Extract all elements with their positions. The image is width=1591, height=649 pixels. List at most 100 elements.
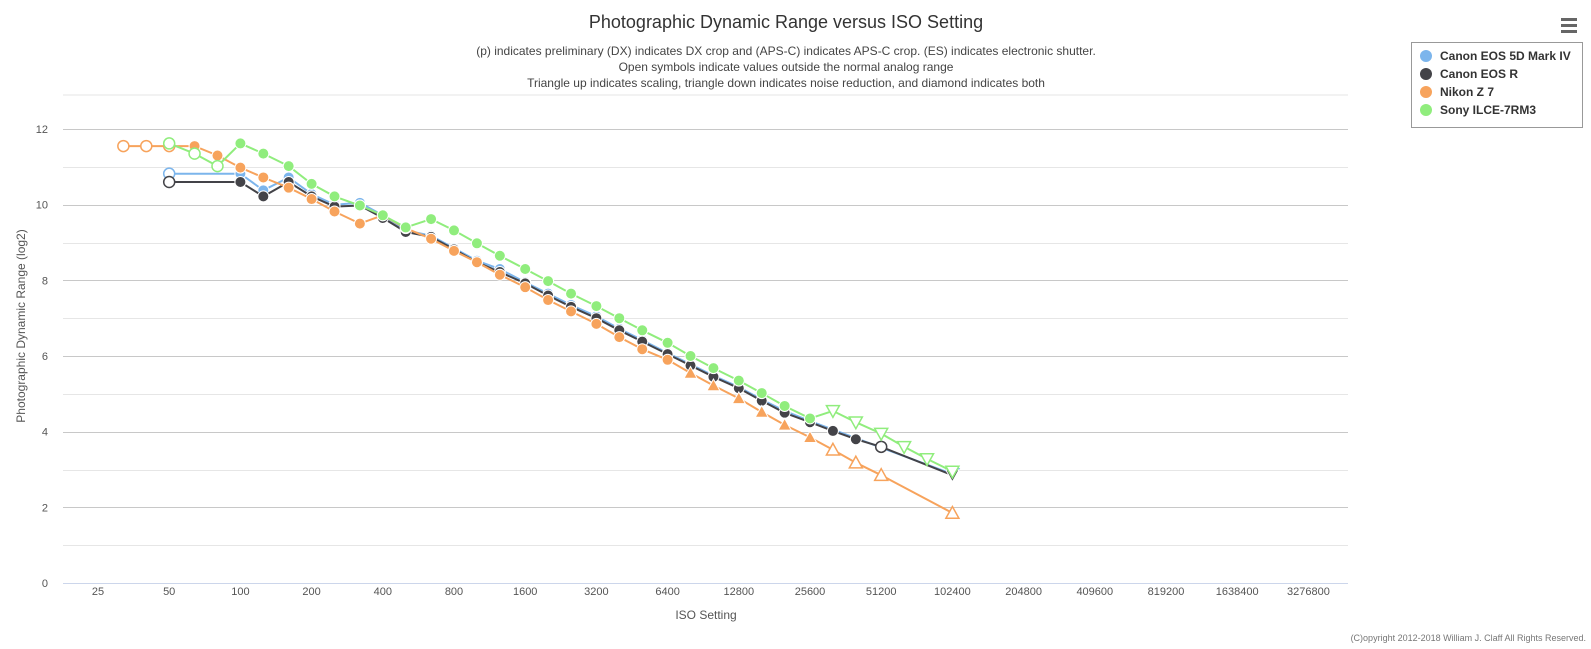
legend-item[interactable]: Canon EOS R — [1420, 67, 1518, 81]
data-point[interactable] — [802, 429, 818, 444]
data-point[interactable] — [636, 343, 649, 356]
data-point[interactable] — [542, 294, 555, 307]
data-point[interactable] — [519, 263, 532, 276]
data-point[interactable] — [211, 159, 224, 173]
data-point[interactable] — [590, 317, 603, 330]
data-point[interactable] — [305, 177, 318, 190]
data-point[interactable] — [305, 193, 318, 206]
legend-item[interactable]: Canon EOS 5D Mark IV — [1420, 49, 1571, 63]
data-point[interactable] — [755, 387, 768, 400]
data-point[interactable] — [425, 213, 438, 226]
data-point[interactable] — [188, 147, 201, 160]
x-tick-label: 51200 — [866, 586, 897, 598]
data-point[interactable] — [162, 137, 176, 150]
data-point[interactable] — [706, 378, 721, 392]
data-point[interactable] — [873, 467, 889, 482]
data-point[interactable] — [636, 324, 649, 337]
data-point[interactable] — [493, 268, 506, 281]
data-point[interactable] — [470, 256, 483, 269]
data-point[interactable] — [804, 412, 816, 425]
data-point[interactable] — [470, 237, 483, 250]
data-point[interactable] — [328, 190, 341, 203]
data-point[interactable] — [874, 440, 888, 454]
data-point[interactable] — [613, 312, 626, 325]
data-point[interactable] — [944, 504, 961, 519]
x-tick-label: 1638400 — [1216, 586, 1259, 598]
data-point[interactable] — [257, 190, 270, 203]
data-point[interactable] — [777, 417, 792, 431]
data-point[interactable] — [140, 139, 153, 153]
data-point[interactable] — [282, 181, 295, 194]
data-point[interactable] — [234, 176, 247, 189]
data-point[interactable] — [732, 374, 745, 387]
x-tick-label: 25600 — [795, 586, 826, 598]
chart-subtitle-line-3: Triangle up indicates scaling, triangle … — [527, 76, 1045, 90]
data-point[interactable] — [754, 404, 770, 418]
data-point[interactable] — [257, 171, 270, 184]
data-point[interactable] — [542, 275, 555, 288]
x-tick-label: 400 — [374, 586, 392, 598]
legend-label: Nikon Z 7 — [1440, 85, 1494, 99]
data-point[interactable] — [848, 454, 864, 469]
data-point[interactable] — [873, 427, 889, 442]
data-point[interactable] — [849, 433, 862, 446]
data-point[interactable] — [565, 287, 578, 300]
data-point[interactable] — [565, 305, 578, 318]
data-point[interactable] — [376, 209, 389, 222]
legend-label: Canon EOS R — [1440, 67, 1518, 81]
data-point[interactable] — [661, 353, 674, 366]
data-point[interactable] — [257, 147, 270, 160]
x-tick-label: 25 — [92, 586, 104, 598]
data-point[interactable] — [826, 424, 839, 437]
legend-item[interactable]: Nikon Z 7 — [1420, 85, 1494, 99]
data-point[interactable] — [896, 440, 912, 455]
data-point[interactable] — [684, 350, 697, 363]
data-point[interactable] — [448, 244, 460, 257]
data-point[interactable] — [944, 465, 961, 480]
legend-marker — [1420, 86, 1432, 98]
y-tick-label: 8 — [42, 275, 48, 287]
x-tick-label: 50 — [163, 586, 175, 598]
legend-label: Sony ILCE-7RM3 — [1440, 103, 1536, 117]
data-point[interactable] — [613, 331, 626, 344]
data-point[interactable] — [778, 399, 791, 412]
data-point[interactable] — [519, 281, 532, 294]
data-point[interactable] — [683, 365, 698, 379]
legend-item[interactable]: Sony ILCE-7RM3 — [1420, 103, 1536, 117]
legend: Canon EOS 5D Mark IV Canon EOS R Nikon Z 7… — [1411, 42, 1583, 128]
data-point[interactable] — [731, 390, 747, 405]
data-point[interactable] — [919, 452, 935, 467]
data-point[interactable] — [282, 160, 295, 173]
grid — [63, 94, 1348, 584]
x-axis: 25 50 100 200 400 800 1600 3200 6400 12800 25600 51… — [92, 586, 1330, 598]
data-point[interactable] — [234, 137, 247, 150]
data-point[interactable] — [353, 199, 366, 212]
legend-label: Canon EOS 5D Mark IV — [1440, 49, 1571, 63]
data-point[interactable] — [493, 249, 506, 262]
data-point[interactable] — [661, 336, 674, 349]
data-point[interactable] — [590, 300, 603, 313]
x-tick-label: 200 — [302, 586, 320, 598]
data-point[interactable] — [328, 205, 341, 218]
data-point[interactable] — [234, 161, 247, 174]
data-point[interactable] — [117, 139, 130, 153]
data-point[interactable] — [399, 221, 412, 234]
chart-title: Photographic Dynamic Range versus ISO Se… — [589, 12, 983, 32]
data-point[interactable] — [825, 404, 841, 419]
data-point[interactable] — [848, 416, 864, 431]
data-point[interactable] — [353, 217, 366, 230]
data-point[interactable] — [707, 362, 720, 375]
plot-area — [117, 137, 961, 519]
y-tick-label: 0 — [42, 578, 48, 590]
x-tick-label: 6400 — [655, 586, 679, 598]
credits: (C)opyright 2012-2018 William J. Claff A… — [1351, 633, 1586, 643]
data-point[interactable] — [211, 149, 224, 162]
legend-marker — [1420, 68, 1432, 80]
data-point[interactable] — [425, 232, 438, 245]
x-tick-label: 3276800 — [1287, 586, 1330, 598]
data-point[interactable] — [162, 175, 176, 189]
hamburger-menu-icon[interactable] — [1558, 16, 1582, 36]
data-point[interactable] — [825, 441, 841, 456]
y-tick-label: 4 — [42, 427, 48, 439]
data-point[interactable] — [448, 224, 460, 237]
